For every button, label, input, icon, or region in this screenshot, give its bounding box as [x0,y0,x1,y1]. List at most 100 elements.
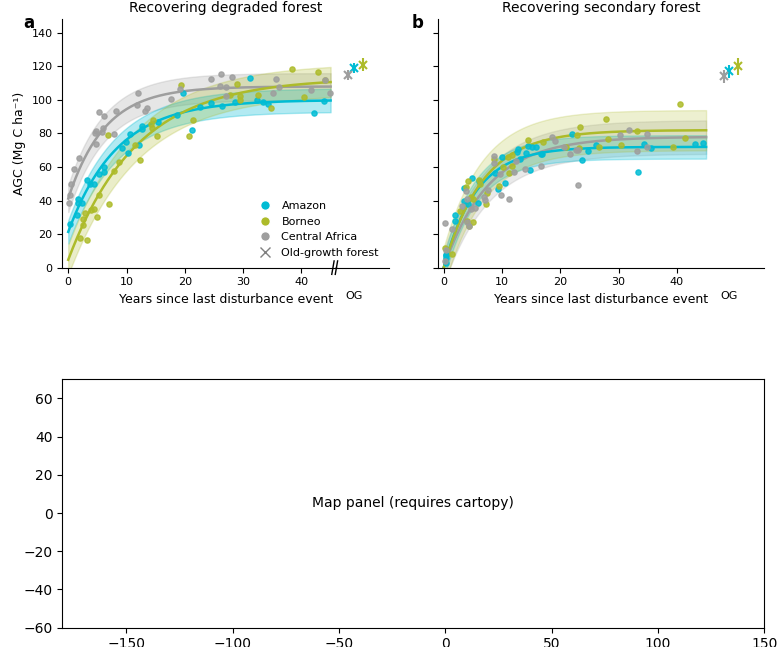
Point [463,221,476,231]
Point [493,181,505,192]
Point [176,80,188,90]
Point [88,204,101,214]
X-axis label: Years since last disturbance event: Years since last disturbance event [494,293,708,306]
Point [438,256,451,266]
Point [582,146,594,157]
Point [90,126,102,136]
Point [569,145,582,155]
Point [101,130,114,140]
Point [231,78,243,89]
Point [204,74,217,84]
Point [524,164,537,175]
Point [215,69,228,79]
Point [97,122,109,133]
Point [79,208,91,219]
Point [481,188,494,199]
Point [234,91,246,102]
Point [72,198,84,208]
Point [264,103,277,113]
Point [511,146,523,157]
Point [73,153,86,164]
Point [465,192,477,202]
Point [95,127,108,137]
Legend: Amazon, Borneo, Central Africa, Old-growth forest: Amazon, Borneo, Central Africa, Old-grow… [249,197,383,262]
Point [572,145,584,155]
Point [460,182,473,192]
Point [573,142,586,153]
Point [458,182,470,193]
Point [461,194,473,204]
Text: OG: OG [346,291,363,301]
Point [124,129,136,139]
Point [85,205,98,215]
Text: b: b [412,14,424,32]
Point [108,129,120,139]
Point [488,168,501,179]
Point [574,122,587,133]
Point [505,150,518,160]
Point [72,193,84,204]
Point [187,115,200,125]
Point [311,67,324,77]
Point [456,201,468,212]
Point [631,126,644,136]
Text: OG: OG [721,291,738,301]
Point [139,106,151,116]
Point [324,88,336,98]
Point [548,136,561,146]
Point [234,94,246,105]
Point [93,190,105,200]
Point [102,199,115,209]
Point [522,141,534,151]
Point [285,64,298,74]
Point [298,92,310,102]
Point [502,168,515,179]
Point [502,194,515,204]
Point [251,94,264,105]
Y-axis label: AGC (Mg C ha⁻¹): AGC (Mg C ha⁻¹) [13,92,26,195]
Point [194,102,207,112]
Point [305,85,317,95]
Point [615,140,627,151]
Point [439,217,452,228]
Point [572,181,584,191]
Point [73,232,86,243]
Point [62,198,75,208]
Point [469,203,481,213]
Point [71,210,83,220]
Point [133,140,145,151]
Point [679,133,691,143]
Point [131,100,144,110]
Point [510,155,523,166]
Point [488,158,501,168]
Point [463,176,475,186]
Point [632,167,644,177]
Point [459,186,472,196]
Point [122,148,134,158]
Point [252,90,264,100]
Point [674,99,686,109]
Text: Map panel (requires cartopy): Map panel (requires cartopy) [313,496,514,510]
Point [623,125,636,135]
Point [186,124,198,135]
Point [440,253,452,263]
Point [474,179,487,190]
Point [614,130,626,140]
Point [205,98,218,108]
Point [110,105,122,116]
Point [488,150,501,160]
Point [220,91,232,101]
Point [505,161,518,171]
Point [132,88,144,98]
Point [440,250,452,260]
Point [440,245,452,255]
Point [215,100,228,111]
Point [466,193,479,204]
Point [318,75,331,85]
Point [90,138,102,149]
Point [140,104,153,114]
Point [93,168,105,179]
Title: Recovering secondary forest: Recovering secondary forest [502,1,700,16]
Point [133,155,146,165]
Point [226,72,239,83]
